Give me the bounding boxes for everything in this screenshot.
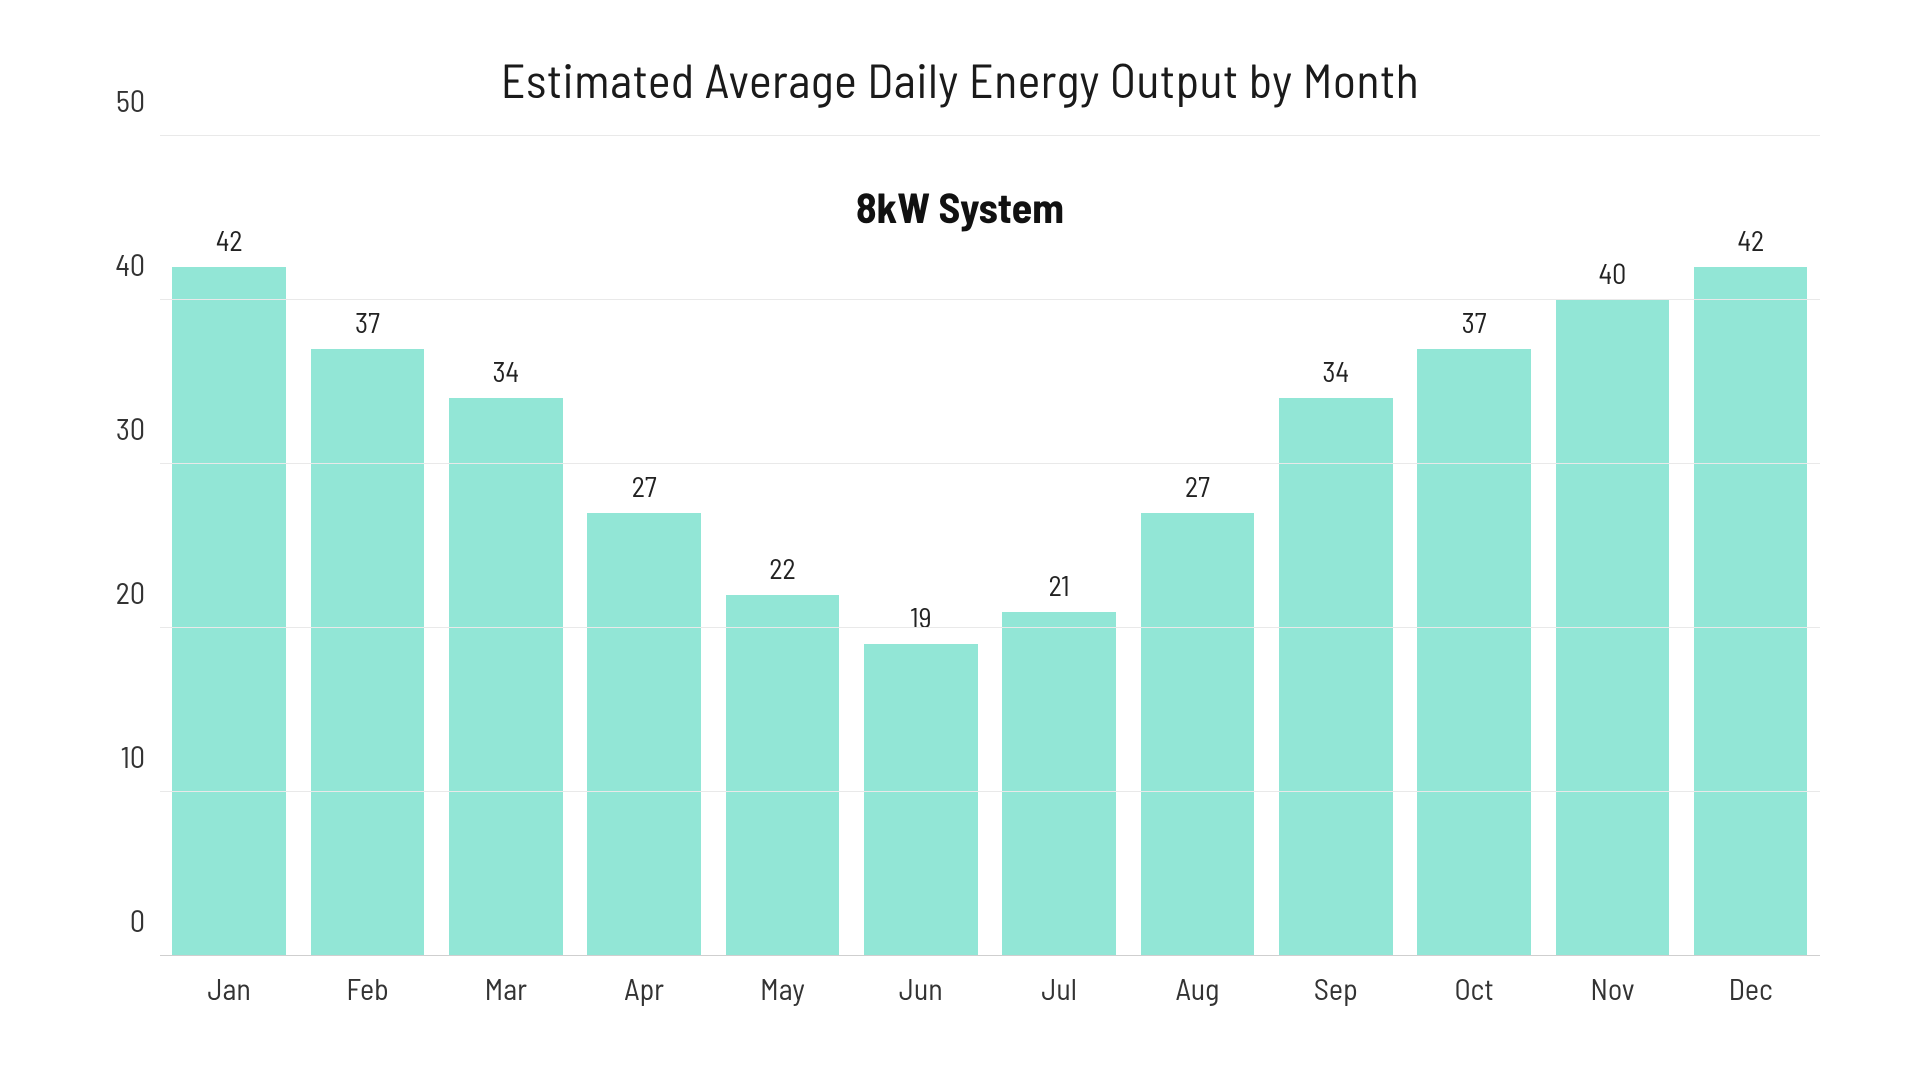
bar <box>172 267 285 956</box>
y-tick-label: 30 <box>90 410 145 446</box>
bar <box>1694 267 1807 956</box>
x-tick-label: Dec <box>1682 970 1820 1006</box>
bar-value-label: 37 <box>1462 305 1487 339</box>
bar <box>1002 612 1115 956</box>
bar-slot: 37 <box>298 136 436 956</box>
bar-value-label: 40 <box>1599 256 1627 290</box>
y-tick-label: 40 <box>90 246 145 282</box>
y-tick-label: 10 <box>90 738 145 774</box>
bar-slot: 19 <box>852 136 990 956</box>
y-tick-label: 20 <box>90 574 145 610</box>
bar-value-label: 42 <box>1737 223 1764 257</box>
bar-value-label: 22 <box>769 551 795 585</box>
y-tick-label: 0 <box>90 902 145 938</box>
bar-value-label: 19 <box>910 600 931 634</box>
x-tick-label: Feb <box>298 970 436 1006</box>
energy-output-chart: Estimated Average Daily Energy Output by… <box>0 0 1920 1080</box>
bar-slot: 34 <box>437 136 575 956</box>
gridline <box>160 299 1820 300</box>
bar-slot: 34 <box>1267 136 1405 956</box>
x-tick-label: Apr <box>575 970 713 1006</box>
bar-value-label: 27 <box>1185 469 1210 503</box>
bar-slot: 40 <box>1543 136 1681 956</box>
bar-value-label: 37 <box>355 305 380 339</box>
bars-row: 42 37 34 27 22 19 21 27 34 37 40 42 <box>160 136 1820 956</box>
bar-value-label: 34 <box>1323 354 1349 388</box>
bar <box>726 595 839 956</box>
bar-slot: 37 <box>1405 136 1543 956</box>
x-tick-label: Jan <box>160 970 298 1006</box>
bar <box>1279 398 1392 956</box>
x-tick-label: Oct <box>1405 970 1543 1006</box>
x-tick-label: Nov <box>1543 970 1681 1006</box>
y-tick-label: 50 <box>90 82 145 118</box>
gridline <box>160 791 1820 792</box>
bar <box>449 398 562 956</box>
bar-slot: 21 <box>990 136 1128 956</box>
bar <box>1141 513 1254 956</box>
gridline <box>160 627 1820 628</box>
bar <box>311 349 424 956</box>
bar-slot: 22 <box>713 136 851 956</box>
bar-value-label: 27 <box>632 469 657 503</box>
bar-slot: 27 <box>575 136 713 956</box>
bar <box>1417 349 1530 956</box>
bar-value-label: 21 <box>1049 568 1070 602</box>
gridline <box>160 135 1820 136</box>
chart-title: Estimated Average Daily Energy Output by… <box>80 50 1840 108</box>
x-tick-label: Aug <box>1128 970 1266 1006</box>
bar <box>587 513 700 956</box>
bar-value-label: 42 <box>216 223 243 257</box>
plot-area: 423734272219212734374042 01020304050 <box>160 136 1820 956</box>
x-axis-labels: JanFebMarAprMayJunJulAugSepOctNovDec <box>160 970 1820 1006</box>
bar-value-label: 34 <box>493 354 519 388</box>
x-axis-baseline <box>160 955 1820 956</box>
x-tick-label: Mar <box>437 970 575 1006</box>
x-tick-label: Jul <box>990 970 1128 1006</box>
bar-slot: 42 <box>160 136 298 956</box>
bar-slot: 42 <box>1682 136 1820 956</box>
bar-slot: 27 <box>1128 136 1266 956</box>
bar <box>1556 300 1669 956</box>
x-tick-label: Jun <box>852 970 990 1006</box>
gridline <box>160 463 1820 464</box>
x-tick-label: May <box>713 970 851 1006</box>
bar <box>864 644 977 956</box>
x-tick-label: Sep <box>1267 970 1405 1006</box>
